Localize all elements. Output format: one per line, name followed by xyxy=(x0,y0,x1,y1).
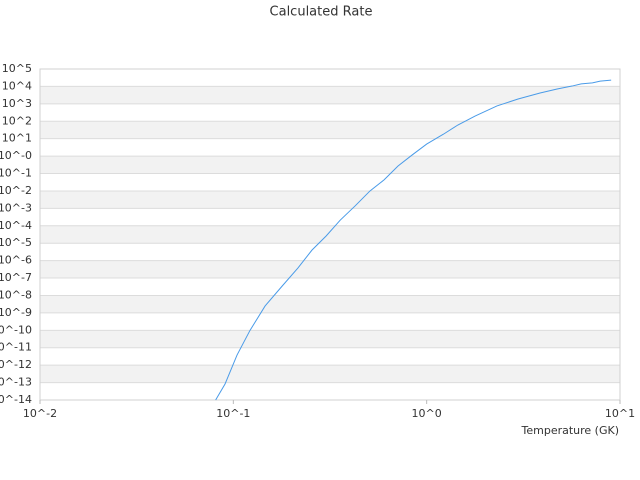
x-tick-label: 10^-1 xyxy=(216,407,250,420)
y-tick-label: 10^2 xyxy=(2,114,32,127)
plot-border xyxy=(39,68,621,401)
y-tick-label: 10^-10 xyxy=(0,323,32,336)
y-tick-label: 10^4 xyxy=(2,79,32,92)
grid-band xyxy=(40,190,620,209)
y-tick-label: 10^-13 xyxy=(0,376,32,389)
grid-band xyxy=(40,365,620,383)
data-line xyxy=(215,79,612,401)
grid-band xyxy=(40,330,620,348)
grid-band xyxy=(40,225,620,244)
y-tick-label: 10^1 xyxy=(2,132,32,145)
grid-band xyxy=(40,260,620,279)
grid-band xyxy=(40,156,620,174)
y-tick-label: 10^-14 xyxy=(0,393,32,406)
y-tick-label: 10^3 xyxy=(2,97,32,110)
y-tick-label: 10^-9 xyxy=(0,306,32,319)
y-tick-label: 10^-8 xyxy=(0,288,32,301)
chart-title: Calculated Rate xyxy=(270,5,373,20)
x-tick-label: 10^1 xyxy=(605,407,635,420)
y-tick-label: 10^-5 xyxy=(0,236,32,249)
grid-band xyxy=(40,121,620,139)
y-tick-label: 10^-1 xyxy=(0,167,32,180)
x-axis-label: Temperature (GK) xyxy=(521,424,620,437)
grid-band xyxy=(40,86,620,104)
y-tick-label: 10^-11 xyxy=(0,341,32,354)
x-tick-label: 10^-2 xyxy=(23,407,57,420)
y-tick-label: 10^-3 xyxy=(0,201,32,214)
y-tick-label: 10^5 xyxy=(2,62,32,75)
y-tick-label: 10^-12 xyxy=(0,358,32,371)
y-tick-label: 10^-2 xyxy=(0,184,32,197)
y-tick-label: 10^-4 xyxy=(0,219,32,232)
grid-band xyxy=(40,295,620,313)
x-tick-label: 10^0 xyxy=(412,407,442,420)
y-tick-label: 10^-6 xyxy=(0,254,32,267)
y-tick-label: 10^-7 xyxy=(0,271,32,284)
y-tick-label: 10^-0 xyxy=(0,149,32,162)
